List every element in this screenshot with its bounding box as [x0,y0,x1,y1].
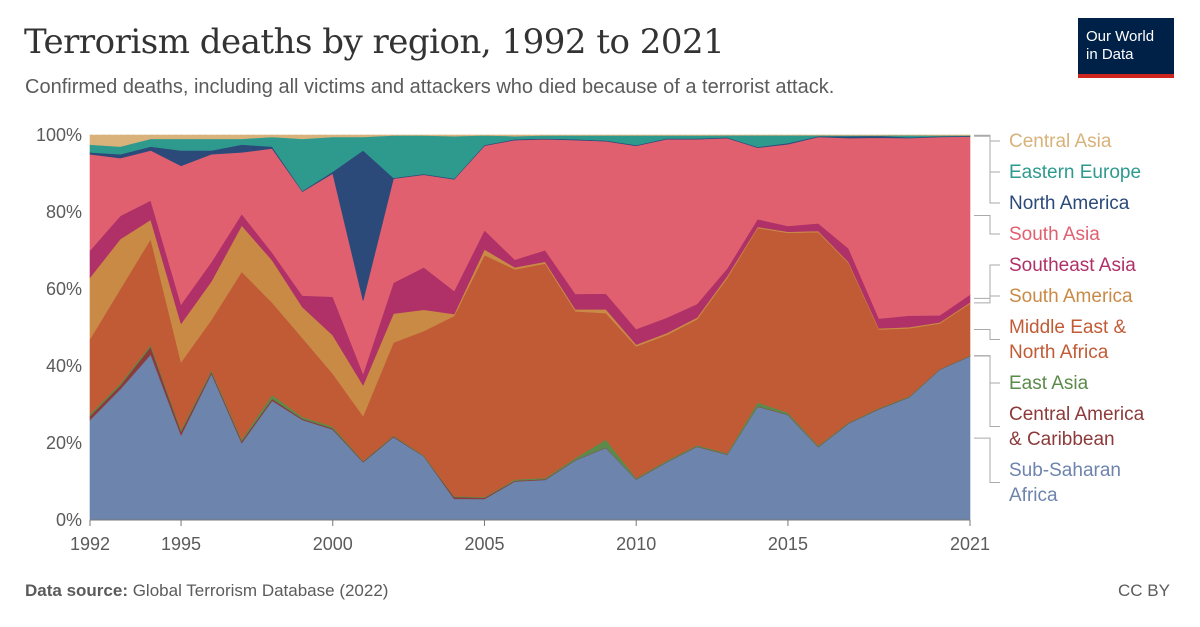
legend-label-sub-saharan-africa[interactable]: Sub-Saharan Africa [1009,460,1121,506]
legend-label-south-america[interactable]: South America [1009,286,1133,307]
legend-label-line: & Caribbean [1009,429,1115,450]
axes: 0% 20% 40% 60% 80% 100% 1992 1995 2000 2005 2010 20… [36,125,990,554]
legend-label-line: South America [1009,286,1133,307]
legend-label-north-america[interactable]: North America [1009,193,1130,214]
legend-label-southeast-asia[interactable]: Southeast Asia [1009,255,1136,276]
legend-connector [974,437,1000,483]
legend-connector [974,355,1000,427]
x-tick-label: 2021 [950,534,990,554]
y-tick-label: 20% [46,433,82,453]
legend-connector [974,215,1000,235]
legend-label-line: South Asia [1009,224,1100,245]
legend-label-line: North America [1009,193,1130,214]
y-tick-label: 60% [46,279,82,299]
logo-line-1: Our World [1086,28,1155,45]
area-series [89,134,971,521]
x-tick-label: 2005 [464,534,504,554]
y-tick-label: 80% [46,202,82,222]
y-tick-label: 0% [56,510,82,530]
legend-label-line: Sub-Saharan [1009,460,1121,481]
legend-label-central-asia[interactable]: Central Asia [1009,131,1112,152]
owid-logo[interactable]: Our World in Data [1078,18,1174,78]
legend-connector [974,355,1000,384]
legend-connector [974,329,1000,340]
chart-title: Terrorism deaths by region, 1992 to 2021 [24,22,725,62]
area-central-asia[interactable] [89,134,971,147]
data-source-text: Global Terrorism Database (2022) [127,581,389,600]
legend-label-eastern-europe[interactable]: Eastern Europe [1009,162,1141,183]
legend-connector [974,264,1000,299]
logo-accent-bar [1078,74,1174,78]
x-tick-label: 2000 [313,534,353,554]
x-tick-label: 1992 [70,534,110,554]
x-tick-label: 2010 [616,534,656,554]
legend: Central Asia Eastern Europe North America S… [974,131,1145,506]
legend-label-line: North Africa [1009,342,1109,363]
legend-label-line: Central America [1009,404,1145,425]
legend-label-line: Southeast Asia [1009,255,1136,276]
legend-label-line: Africa [1009,485,1058,506]
data-source-label: Data source: [25,581,128,600]
legend-label-middle-east-north-africa[interactable]: Middle East & North Africa [1009,317,1127,363]
x-tick-label: 2015 [768,534,808,554]
legend-label-east-asia[interactable]: East Asia [1009,373,1089,394]
legend-label-line: East Asia [1009,373,1089,394]
logo-line-2: in Data [1086,46,1134,63]
y-tick-label: 40% [46,356,82,376]
legend-connector [974,135,1000,204]
x-tick-label: 1995 [161,534,201,554]
license-link[interactable]: CC BY [1118,581,1170,600]
legend-label-line: Middle East & [1009,317,1127,338]
y-tick-label: 100% [36,125,82,145]
legend-label-line: Eastern Europe [1009,162,1141,183]
data-source: Data source: Global Terrorism Database (… [25,581,388,601]
legend-label-central-america-caribbean[interactable]: Central America & Caribbean [1009,404,1145,450]
legend-label-line: Central Asia [1009,131,1112,152]
legend-connector [974,295,1000,304]
legend-label-south-asia[interactable]: South Asia [1009,224,1100,245]
chart-subtitle: Confirmed deaths, including all victims … [25,76,835,98]
